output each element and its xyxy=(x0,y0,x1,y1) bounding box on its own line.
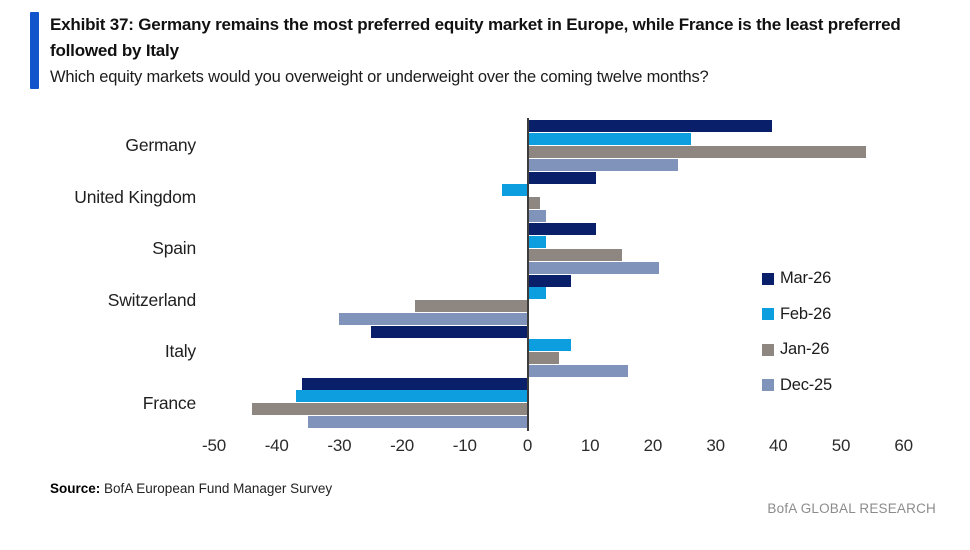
legend-item-jan-26: Jan-26 xyxy=(762,340,829,359)
bar-jan-26-italy xyxy=(527,351,559,364)
x-tick-label--50: -50 xyxy=(202,436,226,455)
bar-feb-26-switzerland xyxy=(527,287,547,300)
x-tick-label-30: 30 xyxy=(706,436,725,455)
bar-feb-26-germany xyxy=(527,132,691,145)
bar-jan-26-france xyxy=(251,403,528,416)
title-block: Exhibit 37: Germany remains the most pre… xyxy=(50,12,918,89)
source-label: Source: xyxy=(50,481,101,496)
category-label-france: France xyxy=(142,392,196,413)
bar-jan-26-united-kingdom xyxy=(527,197,541,210)
x-tick-label-40: 40 xyxy=(769,436,788,455)
bar-dec-25-spain xyxy=(527,261,660,274)
category-label-germany: Germany xyxy=(125,135,196,155)
category-label-spain: Spain xyxy=(152,238,196,258)
legend-item-dec-25: Dec-25 xyxy=(762,376,832,395)
zero-axis-line xyxy=(526,118,529,431)
x-tick-label--30: -30 xyxy=(327,436,352,455)
x-tick-label--20: -20 xyxy=(390,436,415,455)
bar-feb-26-united-kingdom xyxy=(502,184,528,197)
legend-label-dec-25: Dec-25 xyxy=(780,375,832,394)
grouped-bar-chart: Germany United Kingdom Spain Switzerland Ita… xyxy=(0,118,970,463)
bar-mar-26-france xyxy=(301,377,528,390)
legend-item-mar-26: Mar-26 xyxy=(762,269,831,288)
exhibit-title: Exhibit 37: Germany remains the most pre… xyxy=(50,15,901,61)
bar-feb-26-france xyxy=(295,390,528,403)
bar-mar-26-united-kingdom xyxy=(527,171,597,184)
legend-label-feb-26: Feb-26 xyxy=(780,304,832,323)
category-label-united-kingdom: United Kingdom xyxy=(74,186,196,207)
x-tick-label-10: 10 xyxy=(580,436,600,455)
source-note: Source: BofA European Fund Manager Surve… xyxy=(50,481,332,496)
bar-jan-26-germany xyxy=(527,145,867,158)
x-tick-label-50: 50 xyxy=(831,436,851,455)
category-label-italy: Italy xyxy=(164,341,196,361)
legend-label-jan-26: Jan-26 xyxy=(780,340,830,358)
bar-mar-26-germany xyxy=(527,120,773,132)
legend-swatch-dec-25 xyxy=(762,379,774,391)
category-label-switzerland: Switzerland xyxy=(107,289,196,310)
bar-dec-25-switzerland xyxy=(339,313,528,326)
exhibit-header: Exhibit 37: Germany remains the most pre… xyxy=(30,12,940,89)
title-accent-bar xyxy=(30,12,39,89)
x-tick-label-20: 20 xyxy=(643,436,663,455)
bar-feb-26-spain xyxy=(527,235,547,248)
exhibit-subtitle: Which equity markets would you overweigh… xyxy=(50,67,709,86)
source-text: BofA European Fund Manager Survey xyxy=(100,481,333,496)
x-tick-label--10: -10 xyxy=(452,436,477,455)
bar-mar-26-italy xyxy=(370,326,528,338)
x-tick-label-0: 0 xyxy=(522,436,533,455)
x-tick-label--40: -40 xyxy=(264,436,289,455)
bar-jan-26-switzerland xyxy=(414,300,528,313)
bar-dec-25-germany xyxy=(527,158,678,171)
bar-dec-25-italy xyxy=(527,364,628,377)
bar-dec-25-france xyxy=(308,416,528,429)
bar-jan-26-spain xyxy=(527,248,622,261)
legend-swatch-mar-26 xyxy=(762,272,774,285)
bar-mar-26-switzerland xyxy=(527,274,572,287)
legend-swatch-feb-26 xyxy=(762,308,774,320)
legend-label-mar-26: Mar-26 xyxy=(780,269,832,287)
legend-swatch-jan-26 xyxy=(762,343,774,356)
x-tick-label-60: 60 xyxy=(894,436,913,455)
brand-note: BofA GLOBAL RESEARCH xyxy=(767,501,936,516)
bar-dec-25-united-kingdom xyxy=(527,210,547,223)
bar-mar-26-spain xyxy=(527,223,597,235)
legend-item-feb-26: Feb-26 xyxy=(762,305,831,324)
bar-feb-26-italy xyxy=(527,338,572,351)
